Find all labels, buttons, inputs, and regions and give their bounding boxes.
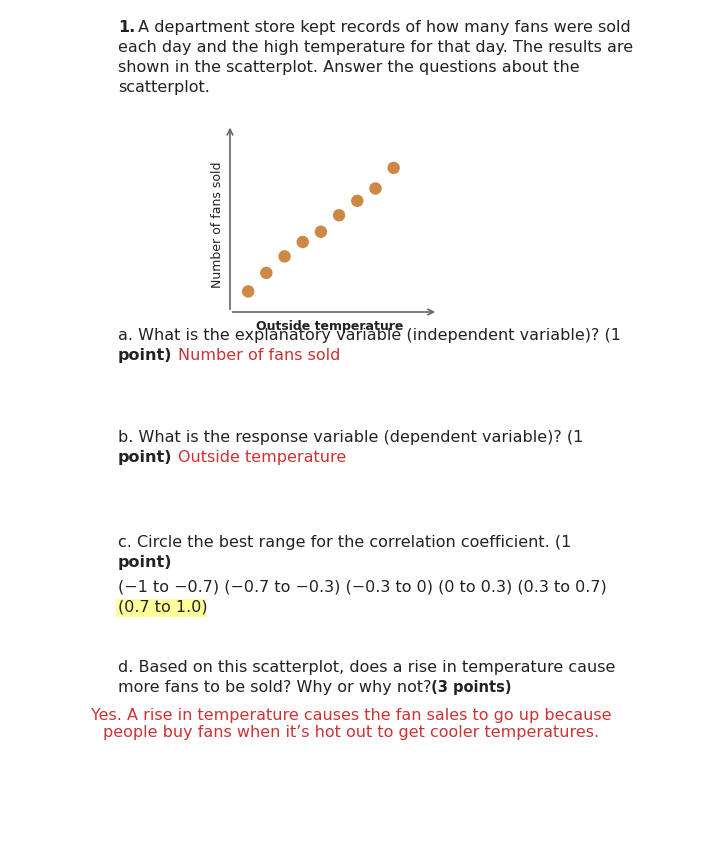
Text: (−1 to −0.7) (−0.7 to −0.3) (−0.3 to 0) (0 to 0.3) (0.3 to 0.7): (−1 to −0.7) (−0.7 to −0.3) (−0.3 to 0) … — [118, 579, 607, 594]
Text: (3 points): (3 points) — [426, 680, 512, 695]
Y-axis label: Number of fans sold: Number of fans sold — [211, 161, 225, 287]
Text: a. What is the explanatory variable (independent variable)? (1: a. What is the explanatory variable (ind… — [118, 328, 621, 343]
Text: Yes. A rise in temperature causes the fan sales to go up because
people buy fans: Yes. A rise in temperature causes the fa… — [91, 708, 611, 740]
Text: shown in the scatterplot. Answer the questions about the: shown in the scatterplot. Answer the que… — [118, 60, 580, 75]
X-axis label: Outside temperature: Outside temperature — [256, 320, 404, 333]
Point — [260, 266, 272, 280]
Point — [297, 235, 308, 249]
Text: point): point) — [118, 555, 173, 570]
Text: A department store kept records of how many fans were sold: A department store kept records of how m… — [133, 20, 631, 35]
FancyBboxPatch shape — [116, 599, 206, 617]
Text: Number of fans sold: Number of fans sold — [178, 348, 340, 363]
Point — [352, 194, 363, 208]
Text: scatterplot.: scatterplot. — [118, 80, 210, 95]
Point — [388, 161, 399, 175]
Text: 1.: 1. — [118, 20, 135, 35]
Text: Outside temperature: Outside temperature — [178, 450, 346, 465]
Point — [370, 181, 381, 195]
Point — [243, 285, 254, 299]
Text: point): point) — [118, 450, 173, 465]
Text: d. Based on this scatterplot, does a rise in temperature cause: d. Based on this scatterplot, does a ris… — [118, 660, 616, 675]
Point — [279, 249, 290, 263]
Text: c. Circle the best range for the correlation coefficient. (1: c. Circle the best range for the correla… — [118, 535, 571, 550]
Text: b. What is the response variable (dependent variable)? (1: b. What is the response variable (depend… — [118, 430, 583, 445]
Point — [315, 224, 326, 238]
Text: point): point) — [118, 348, 173, 363]
Point — [333, 208, 345, 222]
Text: (0.7 to 1.0): (0.7 to 1.0) — [118, 599, 208, 614]
Text: more fans to be sold? Why or why not?: more fans to be sold? Why or why not? — [118, 680, 432, 695]
Text: each day and the high temperature for that day. The results are: each day and the high temperature for th… — [118, 40, 633, 55]
